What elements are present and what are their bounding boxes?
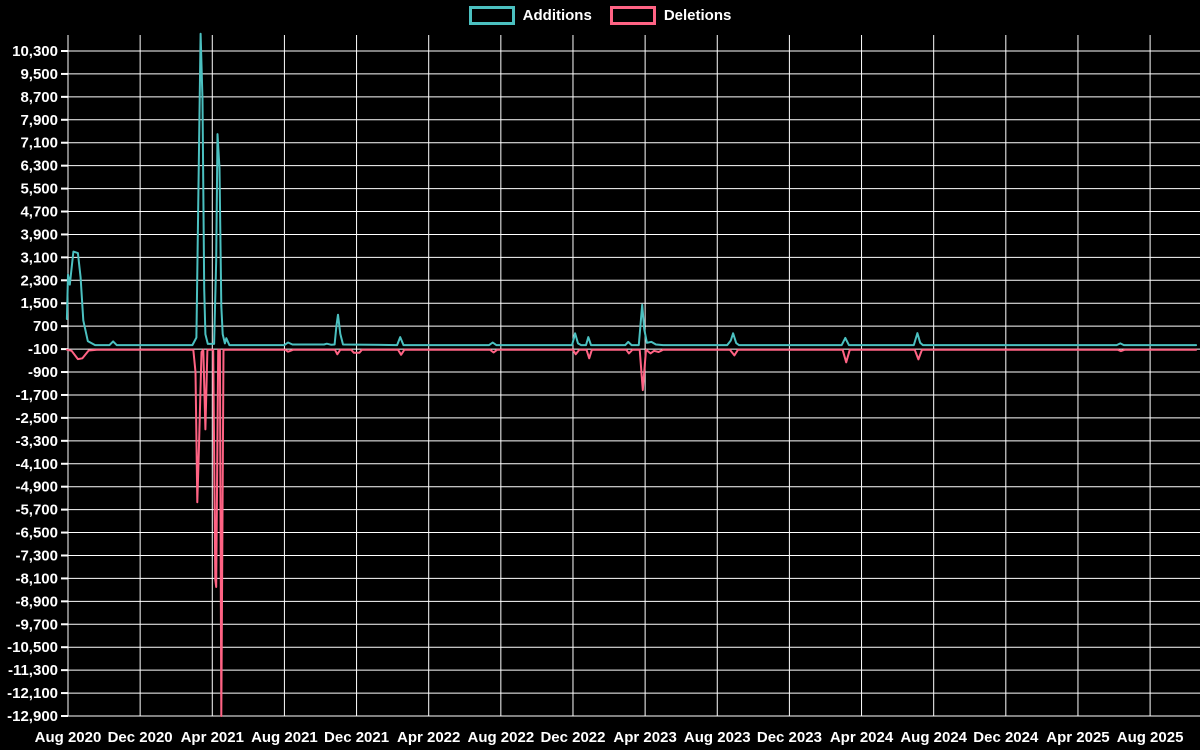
x-tick-label: Apr 2023	[613, 729, 676, 746]
y-tick-label: -8,100	[15, 570, 58, 587]
y-tick-label: 7,100	[20, 135, 58, 152]
x-tick-label: Dec 2024	[973, 729, 1039, 746]
y-tick-label: -3,300	[15, 433, 58, 450]
y-tick-label: -10,500	[7, 639, 58, 656]
x-tick-label: Apr 2021	[181, 729, 244, 746]
y-tick-label: 8,700	[20, 89, 58, 106]
y-tick-label: 2,300	[20, 272, 58, 289]
x-tick-label: Aug 2022	[467, 729, 534, 746]
x-tick-label: Aug 2023	[684, 729, 751, 746]
y-tick-label: -9,700	[15, 616, 58, 633]
y-tick-label: -7,300	[15, 547, 58, 564]
y-tick-label: -100	[28, 341, 58, 358]
x-tick-label: Apr 2022	[397, 729, 460, 746]
chart-legend: Additions Deletions	[0, 6, 1200, 25]
y-tick-label: 7,900	[20, 112, 58, 129]
x-tick-label: Dec 2020	[108, 729, 173, 746]
x-tick-label: Aug 2024	[900, 729, 967, 746]
y-tick-label: 700	[33, 318, 58, 335]
y-tick-label: -4,100	[15, 456, 58, 473]
x-tick-label: Aug 2025	[1117, 729, 1184, 746]
y-tick-label: 10,300	[12, 43, 58, 60]
y-tick-label: 1,500	[20, 295, 58, 312]
additions-swatch-icon	[468, 6, 515, 25]
legend-label-additions: Additions	[522, 7, 592, 24]
y-tick-label: -5,700	[15, 502, 58, 519]
x-tick-label: Dec 2023	[757, 729, 822, 746]
y-tick-label: -900	[28, 364, 58, 381]
deletions-line[interactable]	[65, 348, 1198, 717]
y-tick-label: 3,900	[20, 226, 58, 243]
y-tick-label: 5,500	[20, 181, 58, 198]
y-tick-label: 9,500	[20, 66, 58, 83]
x-tick-label: Dec 2021	[324, 729, 389, 746]
y-tick-label: -8,900	[15, 593, 58, 610]
y-tick-label: -1,700	[15, 387, 58, 404]
x-tick-label: Apr 2025	[1046, 729, 1109, 746]
y-tick-label: 6,300	[20, 158, 58, 175]
y-tick-label: -6,500	[15, 525, 58, 542]
additions-line[interactable]	[65, 32, 1198, 347]
deletions-swatch-icon	[609, 6, 656, 25]
legend-label-deletions: Deletions	[663, 7, 732, 24]
y-tick-label: -2,500	[15, 410, 58, 427]
y-tick-label: -12,900	[7, 708, 58, 725]
x-tick-label: Dec 2022	[540, 729, 605, 746]
y-tick-label: 4,700	[20, 204, 58, 221]
legend-item-deletions[interactable]: Deletions	[609, 6, 732, 25]
x-tick-label: Apr 2024	[830, 729, 894, 746]
y-tick-label: -11,300	[8, 662, 58, 679]
y-tick-label: -4,900	[15, 479, 58, 496]
legend-item-additions[interactable]: Additions	[468, 6, 592, 25]
x-tick-label: Aug 2021	[251, 729, 318, 746]
y-tick-label: -12,100	[7, 685, 58, 702]
x-tick-label: Aug 2020	[35, 729, 102, 746]
y-tick-label: 3,100	[20, 249, 58, 266]
